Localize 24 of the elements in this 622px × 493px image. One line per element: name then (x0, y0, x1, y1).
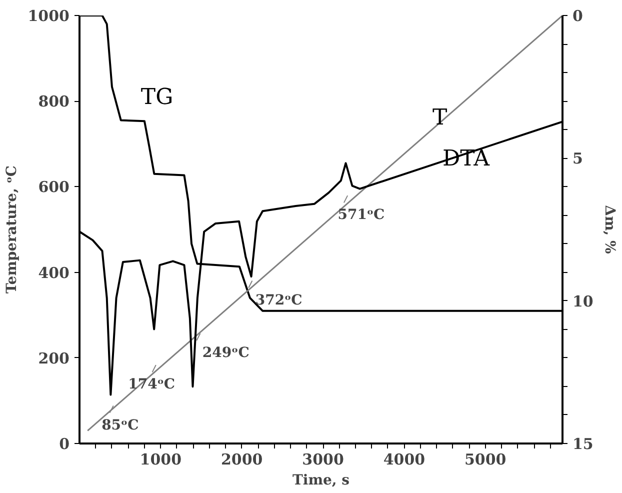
x-tick-label: 2000 (220, 450, 263, 468)
x-tick-label: 1000 (140, 450, 182, 468)
y2-tick-label: 15 (572, 435, 594, 453)
annotation: 249ᵒC (202, 344, 250, 361)
y2-tick-label: 10 (572, 292, 594, 310)
y-tick-label: 800 (38, 92, 70, 111)
x-tick-label: 3000 (302, 450, 344, 468)
annotation: 372ᵒC (255, 292, 302, 308)
y2-tick-label: 5 (572, 150, 583, 168)
y-tick-label: 0 (59, 435, 70, 453)
series-label: TG (140, 85, 174, 110)
series-label: T (432, 106, 448, 130)
x-tick-label: 5000 (464, 450, 506, 468)
x-tick-label: 4000 (383, 450, 426, 468)
y-tick-label: 600 (38, 178, 70, 196)
annotation: 85ᵒC (102, 417, 139, 434)
y2-tick-label: 0 (572, 7, 583, 25)
y2-axis-title: Δm, % (601, 205, 618, 254)
y-tick-label: 400 (38, 264, 70, 282)
x-axis-title: Time, s (292, 472, 350, 488)
annotation: 571ᵒC (338, 207, 385, 224)
y-axis-title: Temperature, ᵒC (4, 165, 20, 294)
y-tick-label: 1000 (28, 7, 70, 25)
y-tick-label: 200 (38, 349, 70, 368)
